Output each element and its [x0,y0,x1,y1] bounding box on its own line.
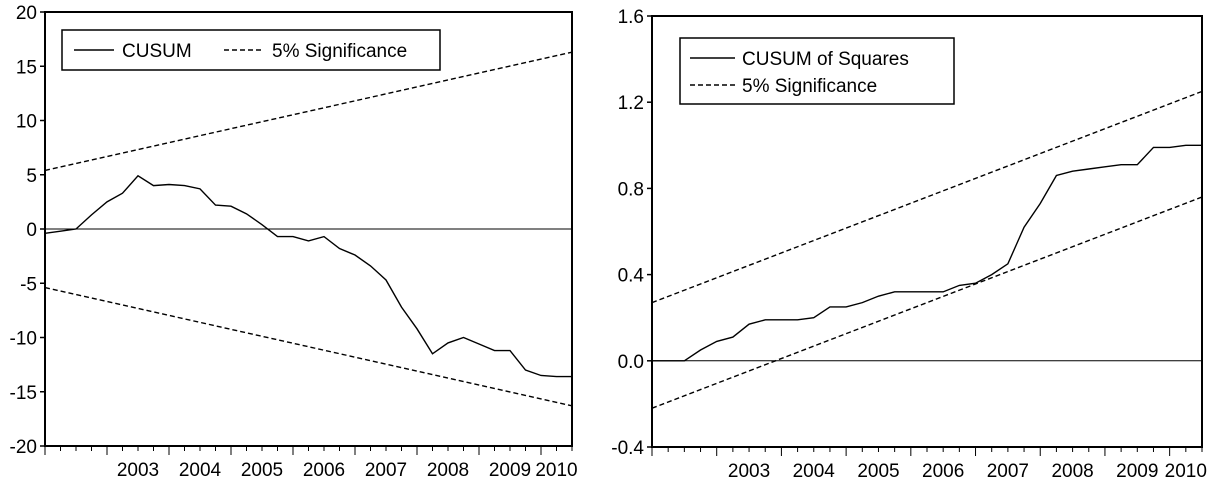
x-tick-label: 2003 [117,460,159,481]
y-tick-label: 15 [16,57,37,78]
y-tick-label: 1.2 [618,93,644,114]
x-tick-label: 2008 [1051,461,1093,482]
series-line-main [652,144,1202,362]
y-tick-label: 20 [16,3,37,24]
y-tick-label: -15 [10,383,37,404]
y-tick-label: -0.4 [611,438,644,459]
y-tick-label: -5 [20,274,37,295]
x-tick-label: 2005 [857,461,899,482]
series-line-main [44,174,572,378]
series-line-significance-1 [44,51,573,172]
x-tick-label: 2010 [535,460,577,481]
y-tick-label: 10 [16,112,37,133]
x-tick-label: 2006 [922,461,964,482]
y-tick-label: 0.0 [618,352,644,373]
chart-panel-2: -0.4 0.0 0.4 0.8 1.2 1.6 2003 2004 2005 2006 2007 2… [611,7,1207,482]
x-tick-label: 2004 [179,460,222,481]
y-tick-label: 0 [26,220,37,241]
x-tick-label: 2010 [1165,461,1207,482]
y-tick-label: 0.4 [618,266,645,287]
x-tick-label: 2009 [1116,461,1158,482]
legend-entry: CUSUM [122,41,192,62]
legend-box [679,37,955,105]
y-tick-label: -20 [10,437,37,458]
x-tick-label: 2004 [793,461,836,482]
y-tick-label: 1.6 [618,7,644,28]
x-tick-label: 2009 [489,460,531,481]
y-tick-label: 0.8 [618,179,644,200]
series-line-significance-2 [44,286,573,407]
y-tick-label: -10 [10,329,37,350]
series-line-significance-2 [651,196,1203,409]
series-line-significance-1 [651,90,1203,304]
x-tick-label: 2003 [728,461,770,482]
y-tick-label: 5 [26,166,37,187]
chart-panel-1: -20 -15 -10 -5 0 5 10 15 20 2003 2004 2005 2006 2007 2… [10,3,578,481]
x-tick-label: 2006 [303,460,345,481]
legend-entry: 5% Significance [742,76,877,97]
x-tick-label: 2007 [365,460,407,481]
legend-entry: CUSUM of Squares [742,49,909,70]
x-tick-label: 2008 [427,460,469,481]
x-tick-label: 2005 [241,460,283,481]
legend-entry: 5% Significance [272,41,407,62]
x-tick-label: 2007 [987,461,1029,482]
